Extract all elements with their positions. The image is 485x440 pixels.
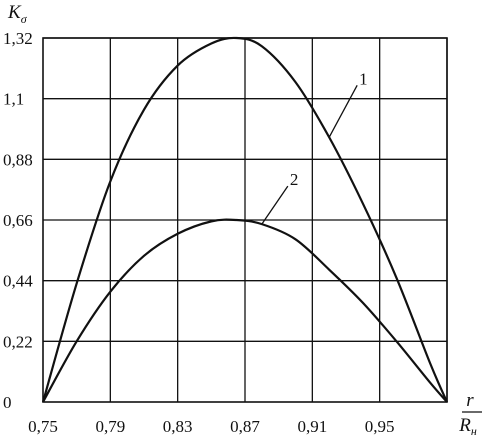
series-label-2: 2	[290, 170, 299, 189]
series-line-2	[42, 218, 448, 403]
x-axis-label-denominator: Rн	[458, 415, 477, 438]
series-line-1	[41, 36, 449, 403]
x-tick-label: 0,75	[28, 417, 58, 436]
y-tick-label: 0,66	[3, 211, 33, 230]
y-tick-labels: 0 0,22 0,44 0,66 0,88 1,1 1,32	[3, 29, 33, 412]
x-axis-label: r Rн	[458, 390, 482, 438]
y-tick-label: 1,32	[3, 29, 33, 48]
y-axis-label: Kσ	[7, 2, 28, 26]
series-leaders: 12	[261, 69, 368, 225]
y-tick-label: 1,1	[3, 90, 24, 109]
series-label-1: 1	[359, 69, 368, 88]
x-tick-label: 0,91	[297, 417, 327, 436]
x-tick-label: 0,83	[163, 417, 193, 436]
y-tick-label: 0,88	[3, 150, 33, 169]
x-tick-labels: 0,75 0,79 0,83 0,87 0,91 0,95	[28, 417, 394, 436]
x-tick-label: 0,95	[365, 417, 395, 436]
x-tick-label: 0,79	[95, 417, 125, 436]
x-axis-label-numerator: r	[466, 390, 474, 411]
series-leader-1	[328, 84, 358, 138]
x-tick-label: 0,87	[230, 417, 260, 436]
y-tick-label: 0	[3, 393, 12, 412]
y-tick-label: 0,44	[3, 272, 33, 291]
y-tick-label: 0,22	[3, 332, 33, 351]
series-lines	[41, 36, 449, 403]
series-leader-2	[261, 185, 289, 225]
